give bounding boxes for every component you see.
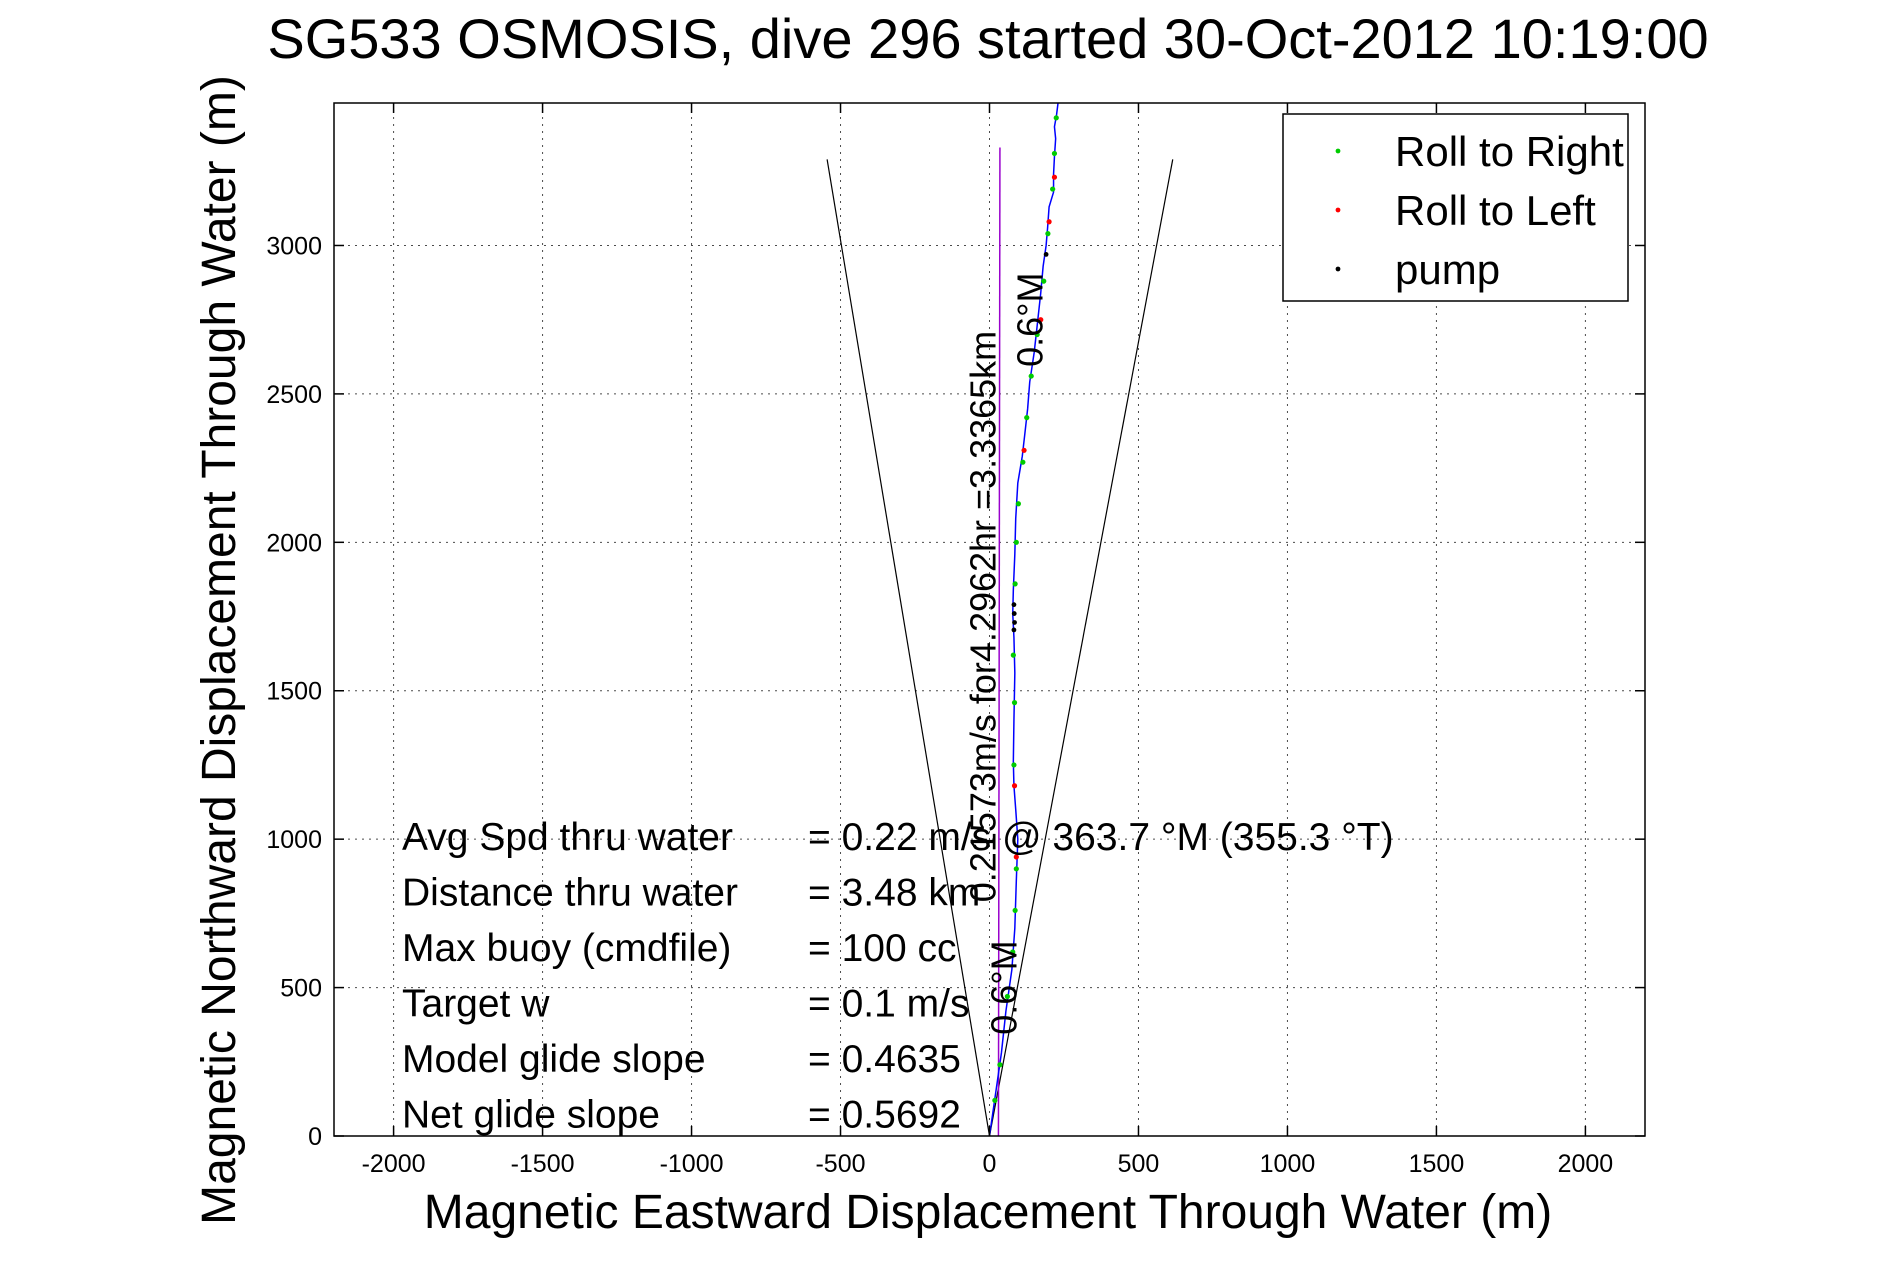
stat-label: Max buoy (cmdfile) — [402, 927, 731, 970]
stat-value: = 100 cc — [808, 927, 957, 970]
roll-left-point — [1038, 317, 1044, 323]
x-axis-label: Magnetic Eastward Displacement Through W… — [424, 1186, 1552, 1239]
legend-label: Roll to Right — [1395, 128, 1624, 175]
y-axis-label: Magnetic Northward Displacement Through … — [193, 75, 246, 1225]
stat-value: = 0.4635 — [808, 1038, 961, 1081]
stat-label: Avg Spd thru water — [402, 816, 733, 859]
stat-label: Distance thru water — [402, 872, 738, 915]
x-ticks: -2000 -1500 -1000 -500 0 500 1000 1500 2000 — [362, 103, 1614, 1178]
y-tick-label: 1500 — [266, 678, 322, 706]
x-tick-label: 2000 — [1558, 1150, 1614, 1178]
roll-right-point — [1045, 231, 1051, 237]
roll-right-point — [1041, 278, 1047, 284]
roll-left-point — [1011, 783, 1018, 789]
stat-value: = 0.1 m/s — [808, 983, 969, 1026]
x-tick-label: -500 — [815, 1150, 865, 1178]
y-tick-label: 500 — [280, 975, 322, 1003]
pump-point — [1011, 611, 1017, 616]
cone-line — [988, 159, 1174, 1137]
cone-line — [826, 159, 991, 1137]
legend-box — [1282, 113, 1629, 302]
pump-point — [1011, 602, 1017, 608]
roll-right-point — [1012, 907, 1018, 914]
pump-point — [1012, 620, 1017, 625]
roll-left-point — [1021, 447, 1027, 453]
roll-right-point — [1010, 949, 1016, 955]
roll-right-point — [1011, 762, 1017, 768]
pump-point — [1043, 251, 1049, 257]
y-tick-label: 3000 — [266, 232, 322, 260]
roll-right-point — [997, 1062, 1003, 1068]
roll-right-point — [1053, 115, 1059, 121]
stat-label: Net glide slope — [402, 1094, 660, 1137]
dive-track — [988, 102, 1059, 1137]
y-tick-label: 2000 — [266, 529, 322, 557]
x-tick-label: -1500 — [511, 1150, 575, 1178]
x-tick-label: 1000 — [1260, 1150, 1316, 1178]
x-tick-label: 500 — [1118, 1150, 1160, 1178]
chart-title: SG533 OSMOSIS, dive 296 started 30-Oct-2… — [267, 7, 1708, 70]
legend-marker — [1335, 266, 1341, 272]
roll-right-point — [1015, 501, 1022, 507]
roll-right-point — [1010, 652, 1016, 658]
roll-right-point — [992, 1097, 998, 1103]
y-tick-label: 0 — [308, 1123, 322, 1151]
roll-right-point — [1004, 993, 1010, 1000]
stat-label: Model glide slope — [402, 1038, 706, 1081]
roll-right-point — [1013, 866, 1019, 872]
roll-right-point — [1011, 700, 1018, 706]
track-line — [988, 102, 1059, 1137]
x-tick-label: 0 — [983, 1150, 997, 1178]
annotations: 0.21573m/s for4.2962hr =3.3365km0.6°M0.6… — [962, 272, 1050, 1034]
roll-right-point — [1013, 539, 1019, 545]
legend-label: Roll to Left — [1395, 187, 1596, 234]
stat-value: = 0.5692 — [808, 1094, 961, 1137]
y-tick-label: 2500 — [266, 381, 322, 409]
roll-right-point — [1050, 186, 1056, 192]
roll-left-point — [1051, 174, 1058, 180]
roll-right-point — [1028, 373, 1034, 379]
heading-line — [997, 147, 1001, 1137]
stat-value: = 0.22 m/s @ 363.7 °M (355.3 °T) — [808, 816, 1394, 859]
x-tick-label: 1500 — [1409, 1150, 1465, 1178]
roll-left-point — [1046, 219, 1052, 225]
roll-right-point — [1051, 150, 1058, 157]
x-tick-label: -1000 — [660, 1150, 724, 1178]
stats-block: Avg Spd thru water = 0.22 m/s @ 363.7 °M … — [402, 816, 1394, 1137]
y-tick-label: 1000 — [266, 826, 322, 854]
roll-right-point — [1024, 415, 1030, 421]
roll-left-point — [1013, 854, 1019, 860]
annotation-label: 0.6°M — [1010, 272, 1051, 366]
x-tick-label: -2000 — [362, 1150, 426, 1178]
legend-marker — [1335, 207, 1341, 213]
heading-line — [997, 147, 1001, 1137]
legend: Roll to Right Roll to Left pump — [1282, 113, 1629, 302]
legend-label: pump — [1395, 246, 1500, 293]
stat-value: = 3.48 km — [808, 872, 980, 915]
annotation-label: 0.21573m/s for4.2962hr =3.3365km — [962, 331, 1003, 902]
legend-marker — [1335, 148, 1341, 154]
y-ticks: 0 500 1000 1500 2000 2500 3000 — [266, 232, 1645, 1151]
annotation-label: 0.6°M — [983, 940, 1024, 1034]
glide-cone — [826, 159, 1174, 1137]
roll-right-point — [1034, 331, 1040, 338]
roll-points — [992, 115, 1059, 1103]
stat-label: Target w — [402, 983, 550, 1026]
pump-point — [1011, 627, 1017, 633]
roll-right-point — [1012, 581, 1018, 587]
roll-right-point — [1020, 459, 1026, 465]
